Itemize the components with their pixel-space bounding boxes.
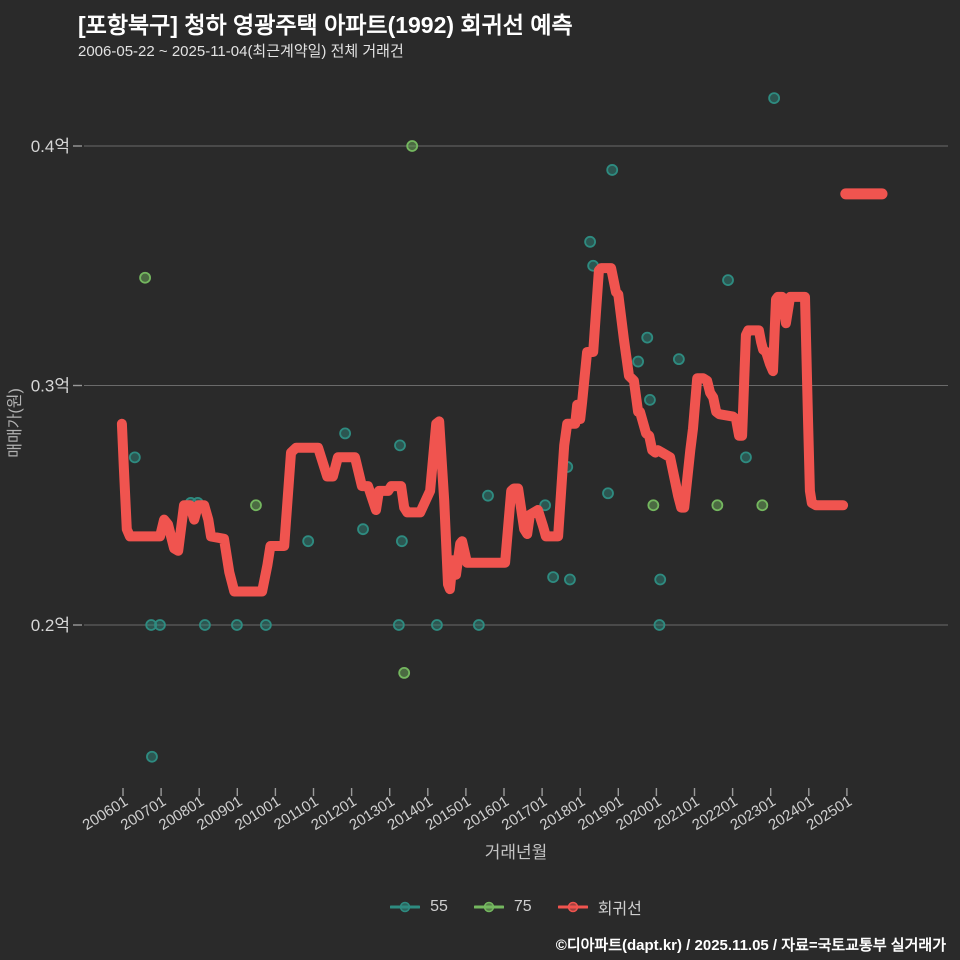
scatter-point-55 — [644, 393, 656, 406]
legend-label: 75 — [513, 898, 532, 915]
scatter-point-55 — [547, 571, 560, 583]
scatter-point-55 — [539, 499, 552, 512]
scatter-point-75 — [398, 667, 411, 679]
y-tick-label: 0.4억 — [31, 137, 70, 156]
legend-item-75: 75 — [473, 898, 532, 916]
scatter-point-55 — [641, 331, 654, 344]
page-subtitle: 2006-05-22 ~ 2025-11-04(최근계약일) 전체 거래건 — [78, 43, 404, 60]
legend-marker-icon — [557, 901, 588, 913]
scatter-point-55 — [431, 619, 443, 631]
scatter-point-55 — [584, 235, 597, 248]
legend-marker-icon — [390, 901, 421, 913]
scatter-point-75 — [756, 499, 769, 512]
scatter-point-55 — [606, 164, 619, 176]
scatter-point-55 — [392, 619, 405, 631]
legend-label: 회귀선 — [597, 901, 642, 918]
scatter-point-55 — [128, 451, 141, 464]
legend-marker-icon — [473, 901, 504, 913]
scatter-point-55 — [145, 619, 158, 631]
scatter-point-55 — [339, 427, 352, 440]
chart-legend: 55 75 회귀선 — [36, 895, 960, 919]
scatter-point-55 — [146, 750, 158, 763]
scatter-point-75 — [647, 499, 660, 512]
y-axis-title: 매매가(원) — [6, 388, 24, 458]
regression-line — [116, 263, 849, 597]
scatter-point-55 — [653, 619, 666, 631]
legend-item-회귀선: 회귀선 — [557, 895, 642, 919]
scatter-point-75 — [139, 271, 151, 284]
scatter-point-55 — [259, 619, 272, 631]
scatter-point-75 — [250, 499, 262, 512]
scatter-point-75 — [711, 499, 724, 512]
scatter-point-55 — [472, 619, 485, 631]
scatter-point-55 — [154, 619, 166, 631]
y-tick-label: 0.2억 — [31, 616, 70, 635]
x-axis-title: 거래년월 — [485, 843, 548, 862]
scatter-point-55 — [394, 439, 406, 452]
y-tick-label: 0.3억 — [31, 377, 70, 396]
legend-label: 55 — [430, 898, 448, 915]
scatter-point-55 — [395, 535, 408, 548]
scatter-point-55 — [654, 573, 667, 586]
scatter-point-55 — [768, 92, 781, 104]
scatter-point-55 — [302, 535, 315, 548]
scatter-point-55 — [632, 355, 645, 368]
page-title: [포항북구] 청하 영광주택 아파트(1992) 회귀선 예측 — [78, 12, 573, 38]
scatter-point-55 — [722, 274, 734, 287]
scatter-point-55 — [357, 523, 369, 536]
scatter-point-55 — [564, 573, 576, 586]
scatter-point-55 — [482, 489, 494, 502]
scatter-point-55 — [672, 353, 685, 366]
scatter-point-55 — [199, 619, 211, 631]
footer-credit: ©디아파트(dapt.kr) / 2025.11.05 / 자료=국토교통부 실… — [555, 937, 946, 954]
scatter-point-75 — [406, 140, 419, 152]
scatter-point-55 — [740, 451, 752, 464]
legend-item-55: 55 — [390, 898, 448, 916]
scatter-point-55 — [602, 487, 614, 500]
scatter-point-55 — [231, 619, 243, 631]
